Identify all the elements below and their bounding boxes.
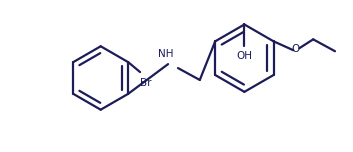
Text: NH: NH <box>158 49 174 59</box>
Text: OH: OH <box>237 51 252 61</box>
Text: Br: Br <box>140 78 152 88</box>
Text: O: O <box>291 44 299 54</box>
